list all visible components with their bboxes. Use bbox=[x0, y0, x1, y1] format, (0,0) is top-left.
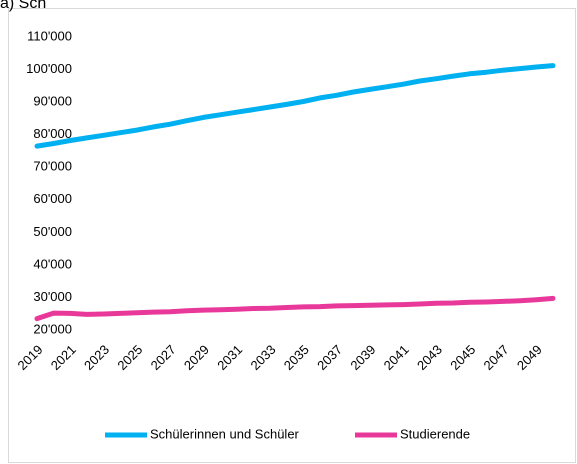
legend-label: Schülerinnen und Schüler bbox=[150, 426, 300, 441]
x-tick-label: 2029 bbox=[181, 342, 212, 373]
legend-label: Studierende bbox=[400, 426, 470, 441]
chart-frame bbox=[8, 8, 576, 463]
y-tick-label: 50'000 bbox=[33, 224, 72, 239]
series-line bbox=[34, 63, 556, 149]
chart-title: a) Sch bbox=[0, 0, 46, 12]
x-tick-label: 2035 bbox=[281, 342, 312, 373]
x-tick-label: 2041 bbox=[381, 342, 412, 373]
x-tick-label: 2023 bbox=[81, 342, 112, 373]
y-tick-label: 20'000 bbox=[33, 321, 72, 336]
x-tick-label: 2027 bbox=[148, 342, 179, 373]
y-tick-label: 110'000 bbox=[27, 28, 72, 43]
y-tick-label: 40'000 bbox=[33, 256, 72, 271]
x-tick-label: 2043 bbox=[414, 342, 445, 373]
y-tick-label: 70'000 bbox=[33, 159, 72, 174]
y-tick-label: 30'000 bbox=[33, 289, 72, 304]
x-tick-label: 2033 bbox=[248, 342, 279, 373]
y-tick-label: 100'000 bbox=[26, 61, 72, 76]
series-line bbox=[34, 295, 556, 322]
y-tick-label: 80'000 bbox=[33, 126, 72, 141]
x-tick-label: 2037 bbox=[314, 342, 345, 373]
x-tick-label: 2045 bbox=[447, 342, 478, 373]
x-tick-label: 2021 bbox=[48, 342, 79, 373]
x-tick-label: 2019 bbox=[14, 342, 45, 373]
x-tick-label: 2031 bbox=[214, 342, 245, 373]
x-tick-label: 2047 bbox=[481, 342, 512, 373]
x-tick-label: 2039 bbox=[347, 342, 378, 373]
y-tick-label: 90'000 bbox=[33, 94, 72, 109]
y-tick-label: 60'000 bbox=[33, 191, 72, 206]
x-tick-label: 2025 bbox=[114, 342, 145, 373]
x-tick-label: 2049 bbox=[514, 342, 545, 373]
